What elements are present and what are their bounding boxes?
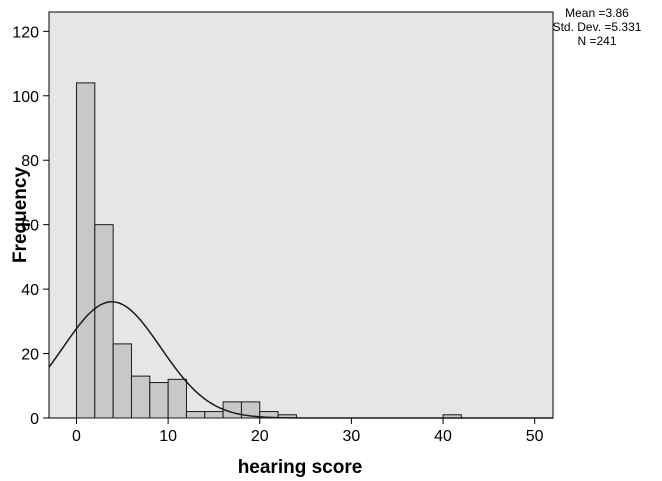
histogram-bar (240, 401, 261, 419)
histogram-bar (75, 82, 96, 419)
histogram-bar (94, 224, 114, 419)
plot-area (48, 11, 554, 419)
y-tick-label: 0 (30, 411, 39, 428)
y-tick-label: 80 (21, 153, 39, 170)
y-tick-label: 20 (21, 347, 39, 364)
histogram-bar (167, 378, 187, 419)
stat-n: N =241 (577, 34, 616, 48)
stat-mean: Mean =3.86 (565, 6, 629, 20)
histogram-bar (204, 411, 224, 419)
x-tick-label: 50 (526, 428, 544, 445)
histogram-bar (130, 375, 151, 419)
x-tick-label: 30 (343, 428, 361, 445)
x-axis-title: hearing score (238, 457, 363, 478)
y-tick-label: 40 (21, 282, 39, 299)
y-axis: 0 20 40 60 80 100 120 (12, 24, 49, 428)
histogram-bar (185, 411, 206, 419)
summary-stats: Mean =3.86 Std. Dev. =5.331 N =241 (553, 6, 642, 48)
x-tick-label: 0 (72, 428, 81, 445)
x-tick-label: 20 (251, 428, 269, 445)
y-tick-label: 120 (12, 24, 39, 41)
x-axis: 0 10 20 30 40 50 (72, 418, 544, 445)
histogram-bar (112, 343, 132, 419)
histogram-bars (75, 82, 462, 419)
histogram-bar (149, 382, 169, 419)
x-tick-label: 40 (434, 428, 452, 445)
y-axis-title: Frequency (10, 167, 31, 264)
x-tick-label: 10 (159, 428, 177, 445)
y-tick-label: 60 (21, 218, 39, 235)
normal-curve (48, 301, 553, 419)
y-tick-label: 100 (12, 89, 39, 106)
stat-std-dev: Std. Dev. =5.331 (553, 20, 642, 34)
